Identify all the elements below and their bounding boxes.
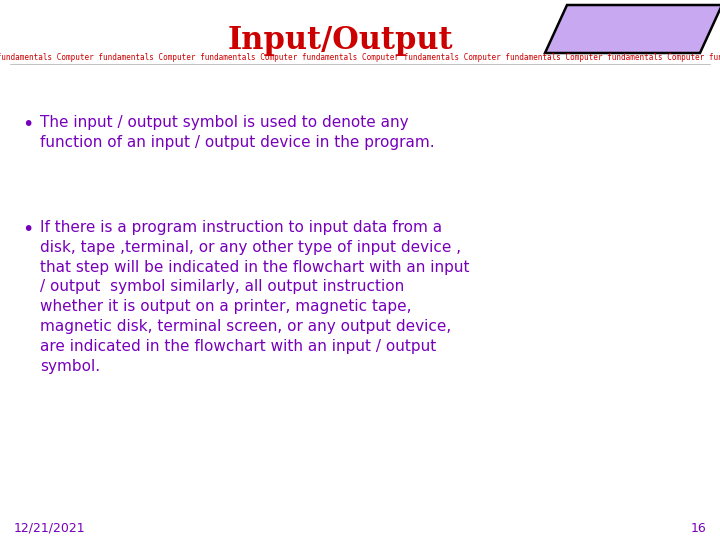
Text: 12/21/2021: 12/21/2021: [14, 522, 86, 535]
Polygon shape: [545, 5, 720, 53]
Text: Input/Output: Input/Output: [228, 24, 453, 56]
Text: Computer fundamentals Computer fundamentals Computer fundamentals Computer funda: Computer fundamentals Computer fundament…: [0, 53, 720, 63]
Text: •: •: [22, 220, 33, 239]
Text: •: •: [22, 115, 33, 134]
Text: 16: 16: [690, 522, 706, 535]
Text: If there is a program instruction to input data from a
disk, tape ,terminal, or : If there is a program instruction to inp…: [40, 220, 469, 374]
Text: The input / output symbol is used to denote any
function of an input / output de: The input / output symbol is used to den…: [40, 115, 435, 150]
